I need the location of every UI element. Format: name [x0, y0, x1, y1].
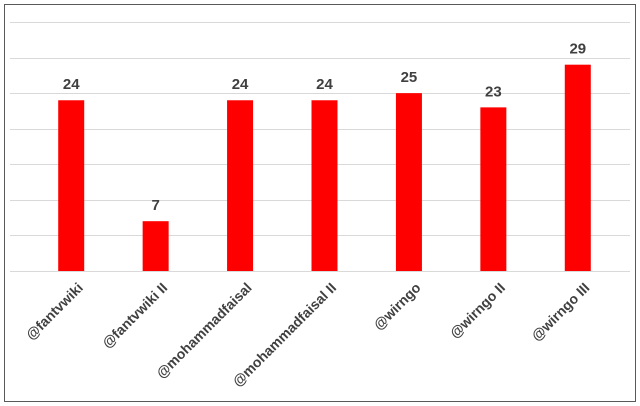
- data-label: 25: [401, 69, 418, 86]
- bar: [395, 93, 422, 272]
- data-label: 23: [485, 83, 502, 100]
- bar: [58, 100, 85, 271]
- data-label: 24: [232, 76, 249, 93]
- data-label: 29: [569, 41, 586, 58]
- bar: [564, 64, 591, 271]
- bar: [311, 100, 338, 271]
- bar: [480, 107, 507, 271]
- data-label: 24: [63, 76, 80, 93]
- bar: [142, 221, 169, 271]
- data-label: 7: [151, 197, 159, 214]
- bar: [227, 100, 254, 271]
- data-label: 24: [316, 76, 333, 93]
